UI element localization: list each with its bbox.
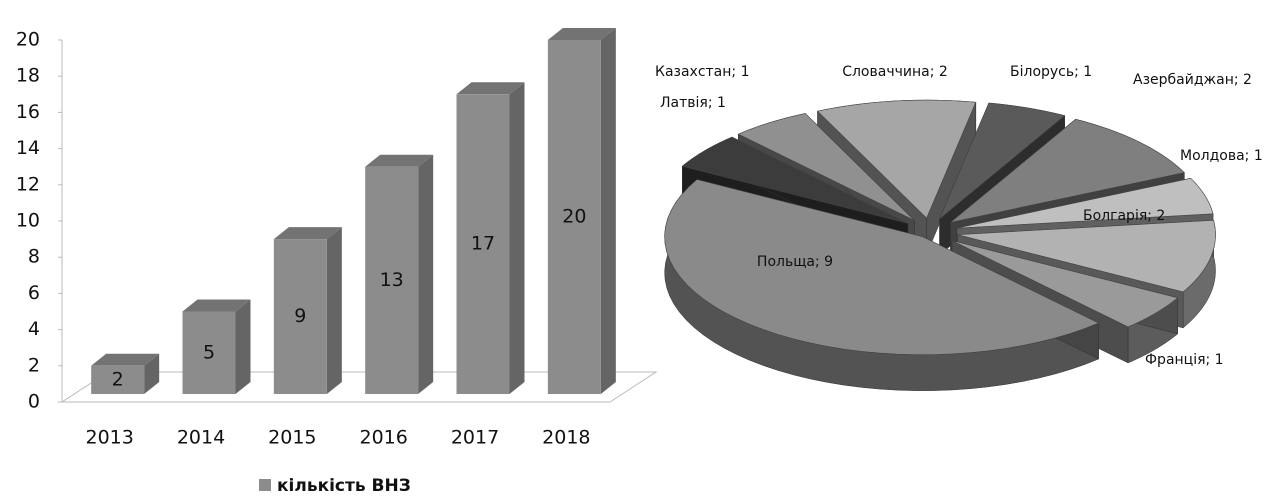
bar-top	[365, 154, 434, 167]
bar-top	[182, 299, 251, 312]
x-tick-label: 2018	[542, 427, 590, 449]
bar	[91, 365, 145, 394]
bar-side	[144, 353, 160, 394]
data-label: 20	[562, 206, 586, 228]
y-tick-label: 4	[28, 318, 40, 340]
y-tick-label: 0	[28, 391, 40, 413]
data-label: Болгарія; 2	[1083, 208, 1165, 224]
x-tick-label: 2013	[85, 427, 133, 449]
data-label: Словаччина; 2	[842, 64, 948, 80]
data-label: 5	[203, 341, 215, 363]
data-label: 9	[294, 305, 306, 327]
y-tick-label: 8	[28, 246, 40, 268]
data-label: Азербайджан; 2	[1133, 72, 1252, 88]
slice	[664, 179, 1100, 355]
bar-side	[326, 227, 342, 394]
bar-side	[235, 299, 251, 394]
bar	[182, 311, 236, 394]
slice	[939, 102, 1066, 220]
slice	[816, 99, 977, 219]
y-tick-label: 6	[28, 282, 40, 304]
slice	[737, 113, 915, 221]
bar-top	[547, 28, 616, 40]
bar-side	[600, 28, 616, 394]
x-tick-label: 2015	[268, 427, 316, 449]
bar-side	[509, 82, 525, 395]
legend-label: кількість ВНЗ	[277, 476, 411, 496]
y-tick-label: 18	[16, 65, 40, 87]
data-label: Казахстан; 1	[655, 64, 750, 80]
slice	[950, 118, 1185, 223]
bar	[365, 166, 419, 394]
legend-swatch	[259, 479, 271, 491]
slice	[956, 177, 1214, 229]
data-label: Польща; 9	[757, 254, 833, 270]
x-tick-label: 2016	[359, 427, 407, 449]
x-tick-label: 2014	[177, 427, 225, 449]
bar	[273, 239, 327, 394]
data-label: 17	[471, 233, 495, 255]
y-tick-label: 16	[16, 101, 40, 123]
bar-side	[418, 154, 434, 394]
bar-top	[91, 353, 160, 366]
y-tick-label: 14	[16, 137, 40, 159]
bar	[547, 40, 601, 394]
bar-top	[456, 82, 525, 95]
data-label: Франція; 1	[1145, 352, 1224, 368]
data-label: 13	[380, 269, 404, 291]
x-tick-label: 2017	[451, 427, 499, 449]
bar	[456, 94, 510, 395]
data-label: 2	[112, 368, 124, 390]
data-label: Латвія; 1	[660, 95, 726, 111]
data-label: Білорусь; 1	[1010, 64, 1092, 80]
slice	[951, 240, 1179, 328]
slice	[681, 136, 909, 224]
y-tick-label: 20	[16, 29, 40, 51]
y-tick-label: 12	[16, 173, 40, 195]
data-label: Молдова; 1	[1180, 148, 1263, 164]
y-tick-label: 2	[28, 354, 40, 376]
slice	[957, 219, 1216, 293]
y-tick-label: 10	[16, 210, 40, 232]
bar-top	[273, 227, 342, 240]
